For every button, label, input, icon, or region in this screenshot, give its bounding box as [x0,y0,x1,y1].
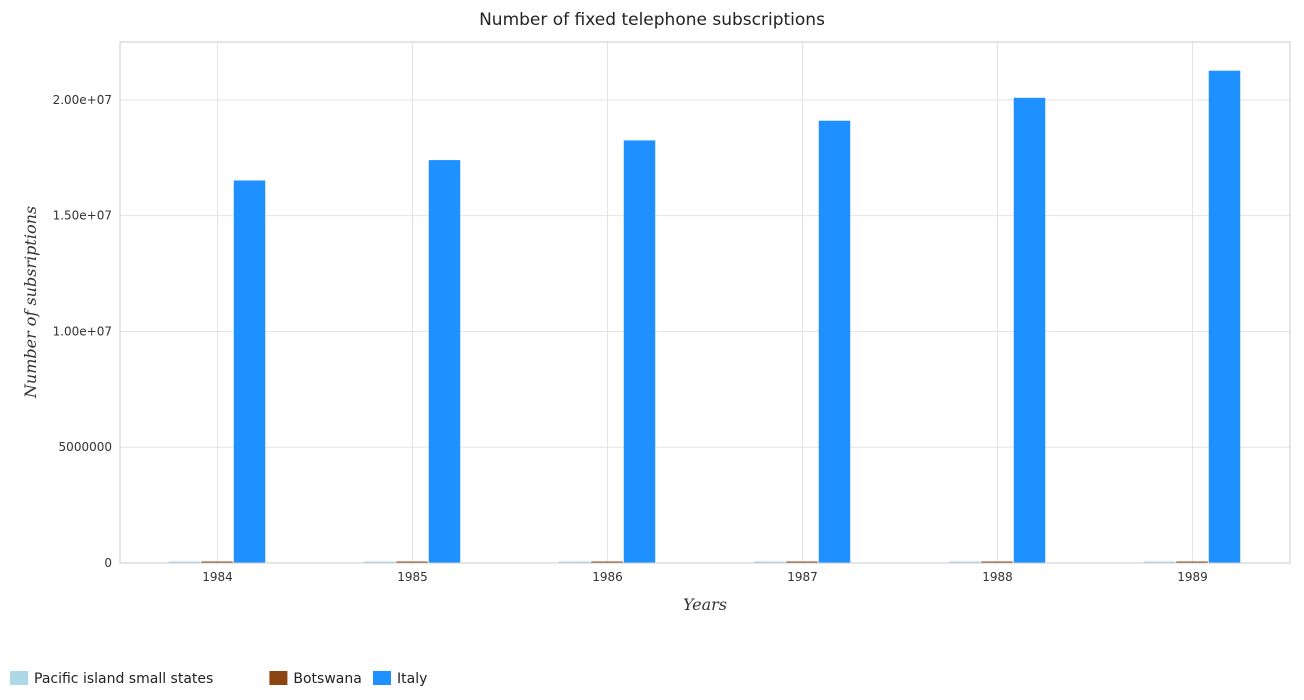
bar-botswana [1176,561,1208,563]
y-axis-label: Number of subsriptions [21,206,40,399]
bar-botswana [981,561,1013,563]
legend-swatch [269,671,288,685]
x-tick-label: 1988 [982,570,1013,584]
bar-botswana [396,561,428,563]
x-axis-ticks: 1984 1985 1986 1987 1988 1989 [202,570,1208,584]
x-tick-label: 1985 [397,570,428,584]
bar-italy [428,160,461,564]
chart-title: Number of fixed telephone subscriptions [479,10,825,30]
bar-pacific-island-small-states [363,561,396,563]
bar-botswana [201,561,233,563]
x-tick-label: 1984 [202,570,233,584]
legend-swatch [10,671,28,685]
bar-italy [623,140,656,563]
legend: Pacific island small states Botswana Italy [10,671,427,687]
bar-pacific-island-small-states [753,561,786,563]
bar-italy [233,180,266,563]
legend-label: Botswana [293,671,361,687]
bars [168,70,1241,564]
bar-botswana [786,561,818,563]
legend-swatch [373,671,391,685]
x-tick-label: 1986 [592,570,623,584]
legend-label: Italy [397,671,427,687]
legend-label: Pacific island small states [34,671,213,687]
x-axis-label: Years [683,595,727,614]
bar-pacific-island-small-states [948,561,981,563]
grid [120,42,1290,564]
bar-italy [818,120,851,564]
y-axis-ticks: 0 5000000 1.00e+07 1.50e+07 2.00e+07 [53,93,112,570]
x-tick-label: 1989 [1177,570,1208,584]
y-tick-label: 5000000 [59,440,112,454]
bar-italy [1208,70,1241,563]
bar-botswana [591,561,623,563]
bar-italy [1013,97,1046,564]
bar-pacific-island-small-states [168,561,201,563]
y-tick-label: 1.50e+07 [53,209,112,223]
bar-pacific-island-small-states [1143,561,1176,563]
y-tick-label: 0 [104,556,112,570]
plot-frame [119,41,1291,564]
y-tick-label: 1.00e+07 [53,324,112,338]
y-tick-label: 2.00e+07 [53,93,112,107]
bar-pacific-island-small-states [558,561,591,563]
x-tick-label: 1987 [787,570,818,584]
